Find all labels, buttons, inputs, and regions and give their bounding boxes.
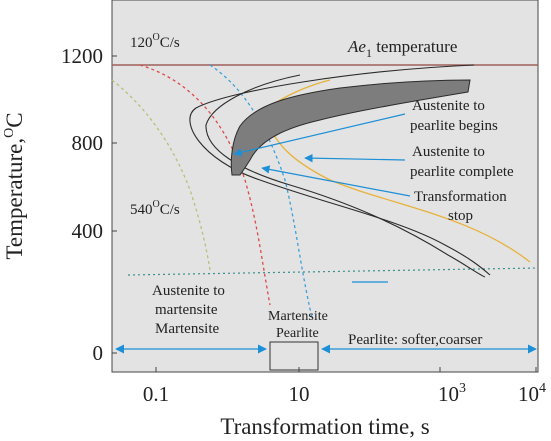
martensite-label-line2: martensite: [155, 302, 218, 318]
stop-label-line1: Transformation: [414, 189, 507, 205]
x-tick-label-0.1: 0.1: [143, 382, 169, 406]
arrow-pearlite-begins: [233, 113, 406, 157]
martensite-label-line1: Austenite to: [152, 283, 225, 299]
x-tick-label-10: 10: [289, 382, 310, 406]
y-tick-label-400: 400: [72, 219, 104, 243]
x-axis: 0.1 10 103 104: [143, 367, 546, 406]
transformation-region: [230, 79, 471, 176]
ms-line: [127, 267, 539, 276]
x-axis-title: Transformation time, s: [220, 414, 429, 439]
y-tick-label-0: 0: [93, 341, 104, 365]
range-box-martensite-pearlite: [269, 341, 319, 371]
complete-label-line2: pearlite complete: [410, 164, 514, 180]
rate-label-slow: 540OC/s: [130, 199, 180, 218]
plot-area: [111, 0, 539, 373]
arrow-pearlite-complete: [304, 153, 406, 163]
x-tick-label-10-4: 104: [518, 381, 546, 406]
cooling-curve-red: [139, 64, 271, 306]
y-tick-label-1200: 1200: [61, 44, 103, 68]
ae1-label: Ae1 temperature: [347, 37, 457, 60]
mp-label-line2: Pearlite: [276, 326, 319, 341]
complete-label-line1: Austenite to: [412, 144, 485, 160]
rate-label-fast: 120OC/s: [130, 32, 180, 51]
cooling-curve-olive: [111, 79, 211, 271]
end-curve: [205, 74, 486, 278]
cooling-curve-blue: [209, 64, 313, 319]
mp-label-line1: Martensite: [268, 309, 328, 324]
begins-label-line1: Austenite to: [412, 98, 485, 114]
begins-label-line2: pearlite begins: [410, 118, 498, 134]
martensite-label: Martensite: [155, 321, 219, 337]
y-axis-title: Temperature,OC: [2, 112, 27, 259]
pearlite-label: Pearlite: softer,coarser: [348, 332, 482, 348]
x-tick-label-10-3: 103: [438, 381, 466, 406]
stop-label-line2: stop: [448, 208, 473, 224]
arrow-transformation-stop: [261, 165, 411, 197]
y-tick-label-800: 800: [72, 131, 104, 155]
y-axis: 0 400 800 1200: [61, 44, 117, 365]
